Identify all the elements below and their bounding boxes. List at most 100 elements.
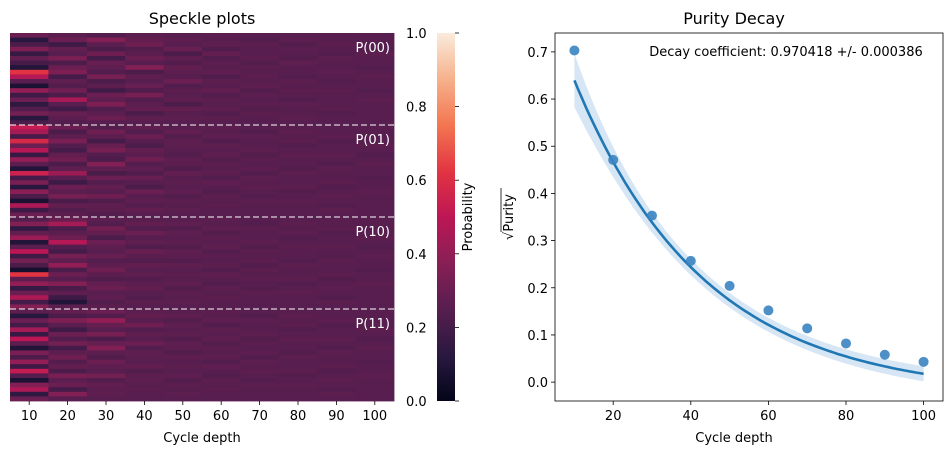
heatmap-cell <box>10 148 49 153</box>
heatmap-cell <box>278 295 318 301</box>
heatmap-cell <box>202 111 241 117</box>
heatmap-x-axis: 10 20 30 40 50 60 70 80 90 100 <box>21 401 387 424</box>
heatmap-cell <box>86 37 126 43</box>
heatmap-cell <box>202 198 241 204</box>
heatmap-cell <box>355 341 395 347</box>
heatmap-cell <box>86 143 126 149</box>
colorbar-tick-label: 0.2 <box>406 321 427 336</box>
heatmap-cell <box>240 46 280 52</box>
heatmap-cell <box>10 37 49 43</box>
heatmap-cell <box>355 281 395 287</box>
heatmap-cell <box>278 327 318 333</box>
heatmap-cell <box>317 88 356 94</box>
heatmap-cell <box>125 341 164 347</box>
heatmap-cell <box>125 152 164 158</box>
heatmap-cell <box>240 359 280 365</box>
heatmap-cell <box>278 240 318 245</box>
heatmap-cell <box>355 359 395 365</box>
heatmap-cell <box>86 120 126 126</box>
decay-y-label: √Purity <box>502 194 517 240</box>
heatmap-cell <box>10 295 49 301</box>
heatmap-cell <box>278 46 318 52</box>
heatmap-cell <box>317 120 356 126</box>
heatmap-cell <box>355 244 395 250</box>
heatmap-cell <box>317 313 356 319</box>
heatmap-cell <box>317 355 356 360</box>
heatmap-cell <box>48 79 88 84</box>
heatmap-cell <box>278 115 318 121</box>
heatmap-cell <box>278 212 318 218</box>
heatmap-cell <box>202 290 241 296</box>
heatmap-cell <box>240 83 280 89</box>
decay-plot-area <box>554 32 944 402</box>
heatmap-cell <box>125 212 164 218</box>
heatmap-cell <box>48 258 88 264</box>
heatmap-cell <box>317 244 356 250</box>
heatmap-cell <box>202 322 241 328</box>
heatmap-cell <box>86 152 126 158</box>
heatmap-cell <box>202 382 241 388</box>
heatmap-cell <box>355 226 395 232</box>
heatmap-cell <box>10 244 49 250</box>
decay-confidence-band <box>574 53 924 382</box>
heatmap-cell <box>202 355 241 360</box>
heatmap-cell <box>86 83 126 89</box>
heatmap-cell <box>163 106 203 112</box>
heatmap-cell <box>125 332 164 337</box>
heatmap-cell <box>10 391 49 397</box>
heatmap-cell <box>202 387 241 393</box>
heatmap-cell <box>163 138 203 144</box>
heatmap-cell <box>48 217 88 222</box>
heatmap-cell <box>240 226 280 232</box>
heatmap-cell <box>278 263 318 268</box>
heatmap-cell <box>240 391 280 397</box>
heatmap-cell <box>202 138 241 144</box>
heatmap-cell <box>125 143 164 149</box>
heatmap-cell <box>355 83 395 89</box>
heatmap-cell <box>86 355 126 360</box>
heatmap-cell <box>278 313 318 319</box>
heatmap-cell <box>278 175 318 181</box>
heatmap-cell <box>240 364 280 370</box>
colorbar-tick-label: 0.4 <box>406 248 427 263</box>
heatmap-cell <box>202 189 241 195</box>
heatmap-cell <box>163 51 203 57</box>
heatmap-cell <box>48 161 88 167</box>
heatmap-cell <box>163 304 203 310</box>
heatmap-cell <box>240 350 280 356</box>
heatmap-cell <box>278 387 318 393</box>
heatmap-cell <box>317 180 356 186</box>
heatmap-cell <box>240 212 280 218</box>
heatmap-cell <box>86 378 126 383</box>
colorbar-tick-label: 0.6 <box>406 174 427 189</box>
heatmap-cell <box>163 364 203 370</box>
heatmap-cell <box>48 157 88 163</box>
decay-x-tick-label: 80 <box>838 409 855 424</box>
heatmap-cell <box>317 272 356 278</box>
heatmap-cell <box>48 143 88 149</box>
heatmap-cell <box>163 336 203 342</box>
heatmap-cell <box>278 37 318 43</box>
heatmap-cell <box>125 42 164 48</box>
heatmap-cell <box>240 295 280 301</box>
heatmap-cell <box>86 194 126 199</box>
decay-x-tick-label: 60 <box>760 409 777 424</box>
heatmap-cell <box>48 166 88 172</box>
heatmap-cell <box>48 309 88 314</box>
heatmap-cell <box>125 230 164 236</box>
heatmap-cell <box>355 217 395 222</box>
heatmap-cell <box>278 364 318 370</box>
heatmap-cell <box>86 69 126 75</box>
heatmap-cell <box>278 230 318 236</box>
heatmap-cell <box>278 189 318 195</box>
heatmap-cell <box>317 102 356 107</box>
heatmap-cell <box>163 198 203 204</box>
heatmap-cell <box>355 125 395 130</box>
heatmap-cell <box>278 203 318 209</box>
heatmap-cell <box>278 345 318 351</box>
heatmap-cell <box>125 318 164 324</box>
heatmap-cell <box>125 244 164 250</box>
heatmap-cell <box>125 157 164 163</box>
heatmap-cell <box>278 33 318 38</box>
heatmap-cell <box>240 309 280 314</box>
